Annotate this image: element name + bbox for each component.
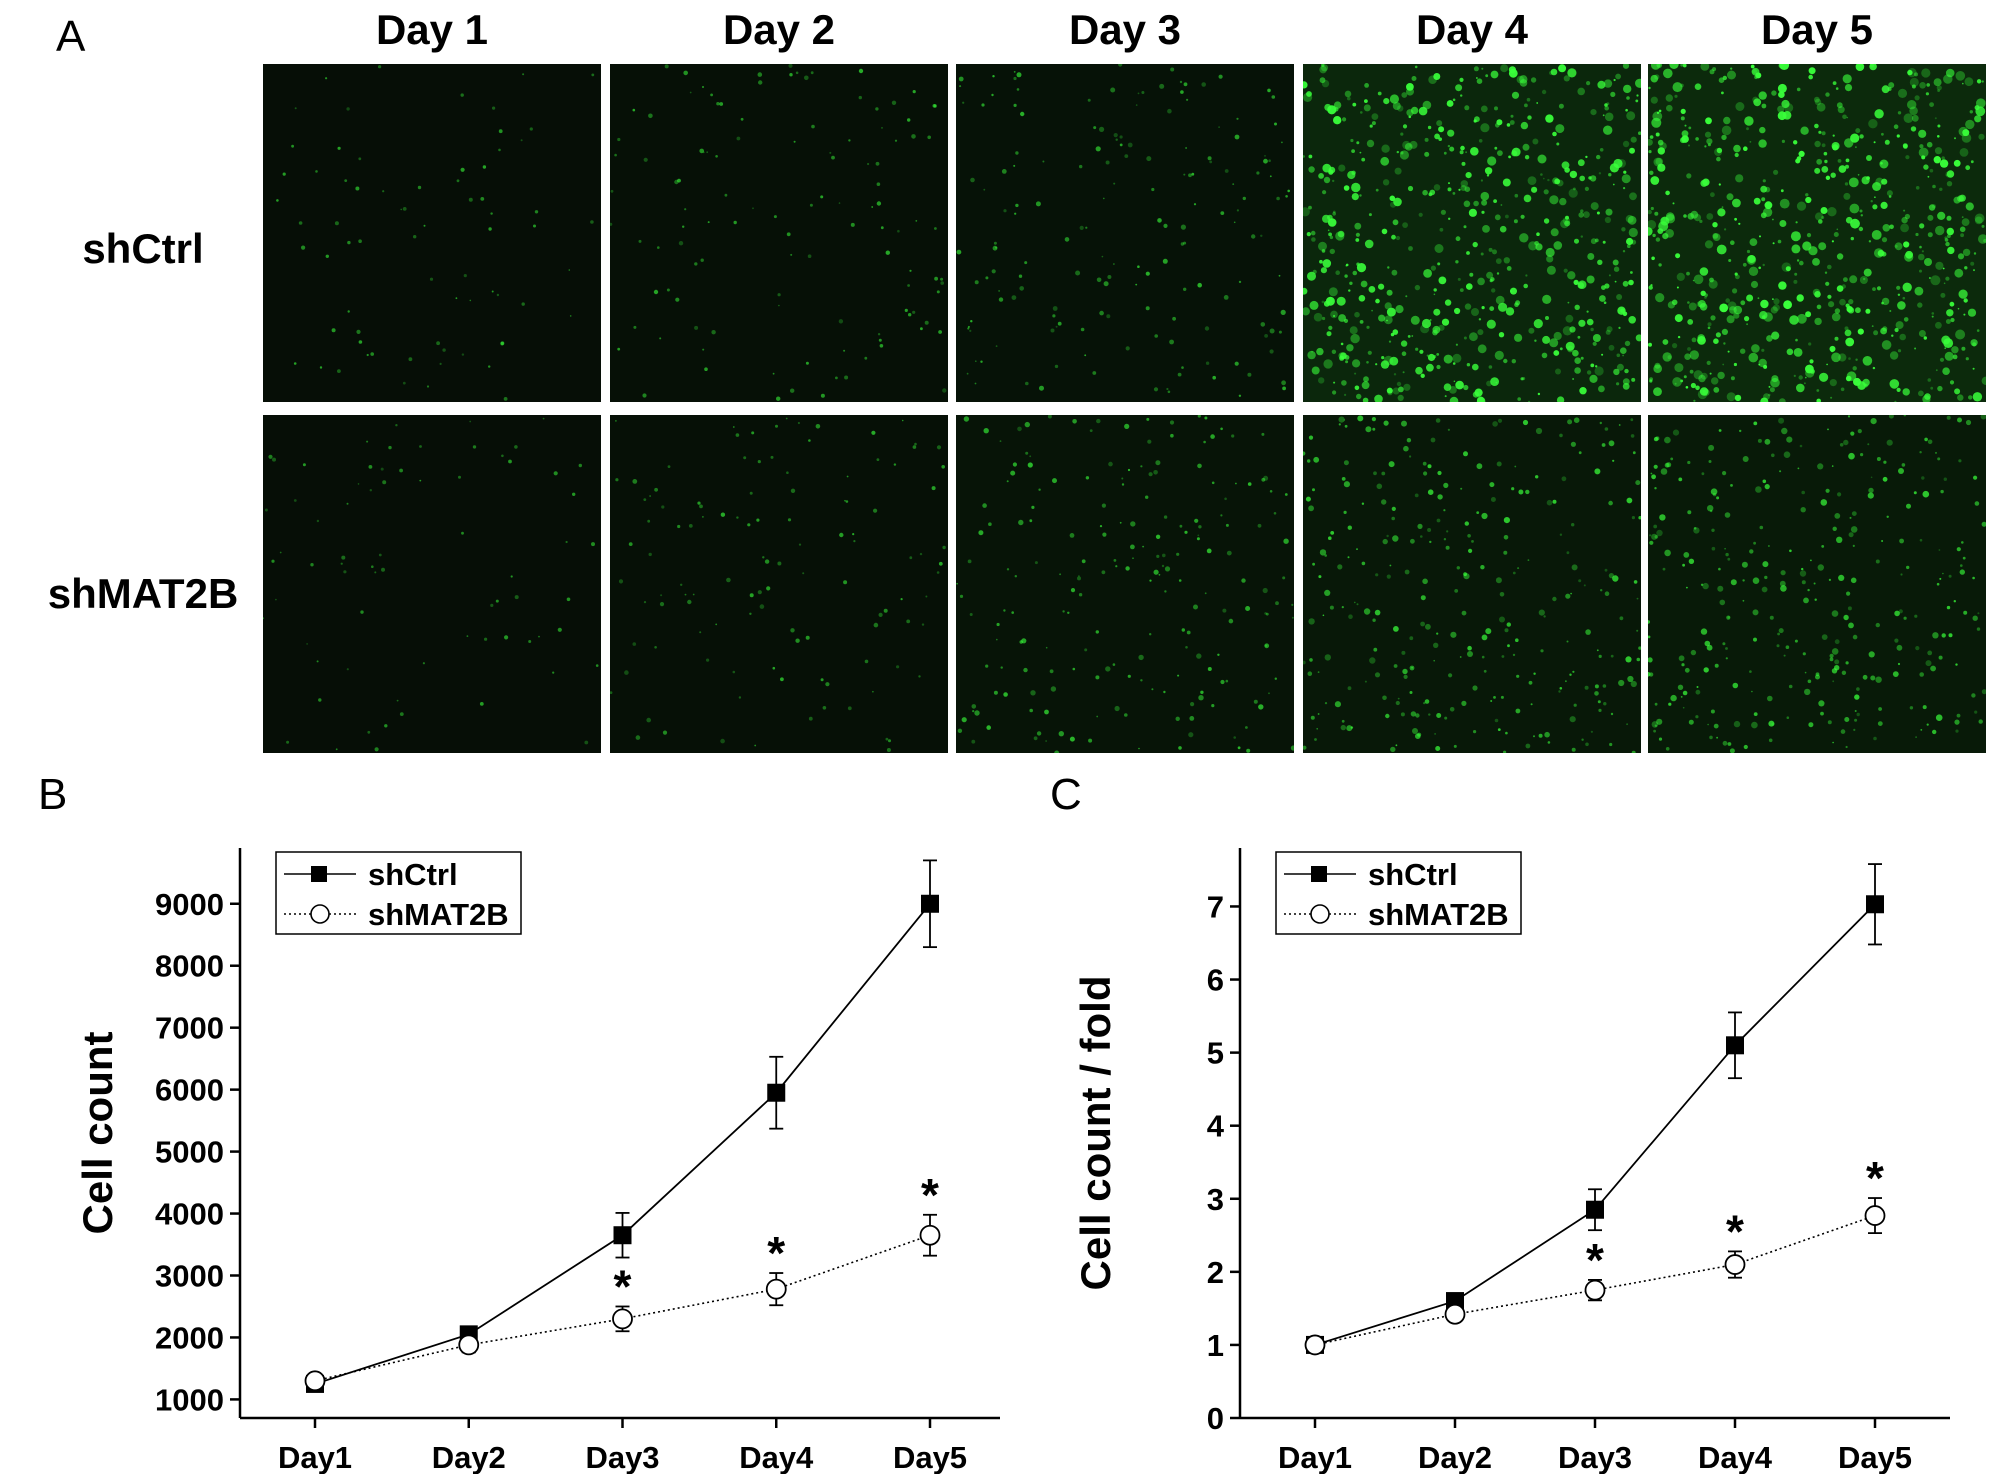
c-significance-asterisk: *	[1726, 1205, 1744, 1257]
b-y-tick-label: 6000	[155, 1073, 224, 1108]
c-y-tick-label: 4	[1207, 1109, 1225, 1144]
micrograph-shmat2b-day-4	[1303, 415, 1641, 753]
chart-b: 1000 2000 3000 4000 5000 6000 7000 8000 9000 Day1…	[74, 848, 1005, 1475]
c-point-circle	[1864, 1205, 1886, 1226]
micrograph-shmat2b-day-2	[610, 415, 948, 753]
c-legend-marker	[1310, 904, 1330, 924]
c-point-square	[1726, 1036, 1744, 1055]
b-point-circle	[765, 1278, 787, 1300]
c-x-tick-label: Day4	[1698, 1440, 1773, 1474]
row-header-shctrl: shCtrl	[82, 225, 204, 272]
c-y-axis-label: Cell count / fold	[1072, 976, 1119, 1291]
column-header-day-3: Day 3	[1068, 6, 1182, 53]
b-point-circle	[458, 1334, 480, 1356]
chart-c: 0 1 2 3 4 5 6 7 Day1 Day2 Day3 Day4 Day5 Cell count /…	[1072, 848, 1950, 1475]
c-significance-asterisk: *	[1866, 1152, 1884, 1204]
b-point-circle	[612, 1308, 633, 1330]
b-y-tick-label: 8000	[155, 949, 224, 984]
c-point-square	[1866, 895, 1884, 914]
micrograph-shmat2b-day-1	[263, 415, 601, 753]
c-x-tick-label: Day2	[1418, 1440, 1492, 1474]
b-y-axis-label: Cell count	[74, 1031, 121, 1234]
c-y-tick-label: 5	[1207, 1036, 1224, 1071]
c-y-tick-label: 6	[1207, 963, 1224, 998]
c-x-tick-label: Day1	[1278, 1440, 1352, 1474]
b-point-square	[613, 1226, 632, 1245]
b-y-tick-label: 3000	[155, 1259, 224, 1294]
c-x-tick-label: Day5	[1838, 1440, 1912, 1474]
c-y-tick-label: 1	[1207, 1328, 1224, 1363]
c-legend-marker	[1311, 866, 1327, 882]
b-point-circle	[919, 1224, 941, 1246]
column-header-day-5: Day 5	[1760, 6, 1874, 53]
b-x-tick-label: Day2	[432, 1440, 506, 1474]
c-y-tick-label: 7	[1207, 889, 1224, 924]
micrograph-shctrl-day-4	[1303, 64, 1641, 402]
chart-c-container: 0 1 2 3 4 5 6 7 Day1 Day2 Day3 Day4 Day5 Cell count /…	[1000, 820, 2000, 1475]
b-series-line-1	[314, 1234, 931, 1382]
b-y-tick-label: 9000	[155, 887, 224, 922]
c-legend-label: shMAT2B	[1368, 897, 1509, 932]
row-header-shmat2b: shMAT2B	[47, 570, 239, 617]
b-x-tick-label: Day5	[893, 1440, 967, 1474]
panel-b-label: B	[38, 770, 68, 819]
micrograph-shmat2b-day-5	[1648, 415, 1986, 753]
b-point-square	[767, 1083, 786, 1102]
c-y-tick-label: 2	[1207, 1255, 1224, 1290]
column-header-day-4: Day 4	[1415, 6, 1529, 53]
b-y-tick-label: 4000	[155, 1197, 224, 1232]
b-point-circle	[304, 1370, 326, 1392]
c-point-circle	[1724, 1254, 1746, 1275]
panel-c-label: C	[1050, 770, 1082, 819]
c-legend-label: shCtrl	[1368, 857, 1458, 892]
c-point-circle	[1444, 1303, 1466, 1325]
b-y-tick-label: 5000	[155, 1135, 224, 1170]
c-point-square	[1586, 1200, 1604, 1219]
chart-b-container: 1000 2000 3000 4000 5000 6000 7000 8000 9000 Day1…	[0, 820, 1005, 1475]
micrograph-shctrl-day-1	[263, 64, 601, 402]
b-significance-asterisk: *	[614, 1260, 632, 1312]
micrograph-shctrl-day-3	[956, 64, 1294, 402]
b-legend-marker	[310, 904, 330, 924]
column-header-day-1: Day 1	[375, 6, 489, 53]
c-x-tick-label: Day3	[1558, 1440, 1632, 1474]
b-y-tick-label: 2000	[155, 1320, 224, 1355]
b-y-tick-label: 7000	[155, 1011, 224, 1046]
micrograph-shctrl-day-5	[1648, 64, 1986, 402]
micrograph-shctrl-day-2	[610, 64, 948, 402]
b-x-tick-label: Day3	[585, 1440, 659, 1474]
panel-a-label: A	[56, 12, 86, 61]
b-significance-asterisk: *	[921, 1169, 939, 1221]
micrograph-shmat2b-day-3	[956, 415, 1294, 753]
column-header-day-2: Day 2	[722, 6, 836, 53]
c-y-tick-label: 0	[1207, 1401, 1224, 1436]
b-x-tick-label: Day1	[278, 1440, 352, 1474]
c-y-tick-label: 3	[1207, 1182, 1224, 1217]
b-point-square	[921, 894, 939, 913]
c-point-circle	[1304, 1334, 1326, 1356]
b-y-tick-label: 1000	[155, 1382, 224, 1417]
c-significance-asterisk: *	[1586, 1234, 1604, 1286]
b-legend-label: shMAT2B	[368, 897, 509, 932]
b-x-tick-label: Day4	[739, 1440, 814, 1474]
b-legend-label: shCtrl	[368, 857, 458, 892]
b-legend-marker	[311, 866, 327, 882]
c-point-circle	[1584, 1279, 1606, 1301]
b-significance-asterisk: *	[767, 1227, 785, 1279]
